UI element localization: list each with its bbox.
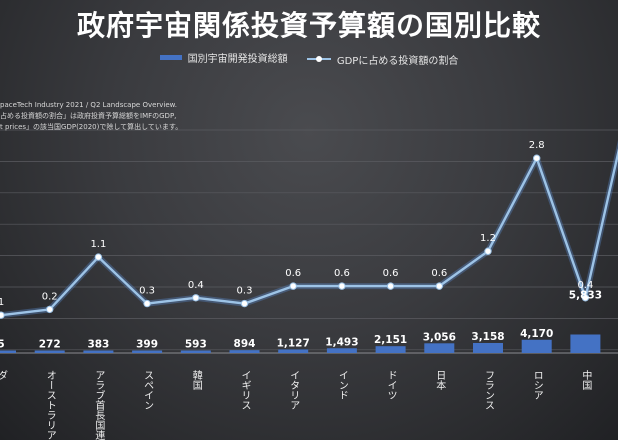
- line-value-label: 0.3: [237, 286, 253, 297]
- line-point: [581, 294, 590, 302]
- legend-bar-swatch: [159, 55, 182, 60]
- line-value-label: 0.6: [383, 268, 399, 279]
- bar: [570, 334, 601, 353]
- legend-line-label: GDPに占める投資額の割合: [336, 55, 459, 67]
- series-line: [0, 148, 618, 317]
- source-note-line: 占める投資額の割合」は政府投資予算総額をIMFのGDP,: [0, 112, 177, 120]
- source-notes: paceTech Industry 2021 / Q2 Landscape Ov…: [0, 100, 182, 133]
- legend-item-bars: 国別宇宙開発投資総額: [159, 50, 288, 65]
- bar-value-label: 383: [87, 339, 109, 351]
- line-point: [484, 247, 492, 255]
- category-label: 韓国: [190, 370, 202, 391]
- line-value-label: 0.4: [577, 280, 593, 291]
- category-label: オーストラリア: [44, 370, 55, 440]
- legend-item-line: GDPに占める投資額の割合: [306, 52, 459, 67]
- source-note-line: t prices」の該当国GDP(2020)で除して算出しています。: [0, 123, 183, 131]
- bar: [375, 346, 406, 353]
- bar-value-label: 5,833: [569, 290, 602, 302]
- line-value-label: 0.6: [285, 268, 301, 279]
- legend-line-swatch: [306, 56, 331, 62]
- line-value-label: 2.8: [529, 140, 545, 151]
- bar: [473, 342, 503, 353]
- line-point: [46, 305, 54, 314]
- bar-value-label: 4,170: [520, 328, 553, 340]
- line-point: [240, 299, 249, 308]
- category-label: イタリア: [288, 370, 300, 410]
- bar: [326, 348, 357, 353]
- bar-value-label: 593: [185, 339, 207, 351]
- category-label: 日本: [434, 370, 446, 391]
- bar: [83, 350, 114, 353]
- line-point: [289, 282, 297, 290]
- bar: [0, 350, 16, 353]
- category-label: 中国: [580, 369, 592, 391]
- legend-bar-label: 国別宇宙開発投資総額: [187, 54, 288, 65]
- bar-value-label: 2,151: [374, 334, 407, 346]
- line-value-label: 0.3: [139, 286, 155, 297]
- line-value-label: 0.2: [42, 291, 58, 302]
- chart-title: 政府宇宙関係投資予算額の国別比較: [76, 9, 541, 42]
- bar: [521, 339, 552, 353]
- line-value-label: 1.1: [90, 239, 106, 250]
- line-point: [0, 311, 5, 319]
- bar-value-label: 1,493: [325, 336, 358, 348]
- category-label: ドイツ: [385, 370, 397, 400]
- bar: [34, 350, 65, 353]
- line-point: [94, 253, 103, 261]
- line-value-label: 0.6: [334, 268, 350, 279]
- bar: [229, 350, 260, 353]
- line-value-label: 0.4: [188, 280, 204, 291]
- bar: [132, 350, 163, 353]
- bar-value-label: 272: [39, 339, 61, 351]
- bar: [180, 350, 211, 353]
- line-point: [143, 299, 151, 308]
- line-point: [192, 294, 200, 302]
- category-label: インド: [336, 370, 348, 400]
- category-label: フランス: [483, 370, 494, 410]
- bar-value-label: 3,056: [423, 331, 456, 343]
- legend: 国別宇宙開発投資総額 GDPに占める投資額の割合: [0, 50, 618, 67]
- bar-value-label: 3,158: [471, 331, 504, 343]
- bar: [278, 349, 309, 353]
- line-value-label: 1: [0, 297, 4, 308]
- line-point: [533, 154, 541, 162]
- bar-value-label: 894: [234, 338, 256, 350]
- line-value-label: 0.6: [431, 268, 447, 279]
- category-label: アラブ首長国連邦: [93, 370, 105, 440]
- line-point: [386, 282, 395, 290]
- line-point: [338, 282, 346, 290]
- line-value-label: 1.2: [480, 233, 496, 244]
- category-label: ロシア: [531, 370, 542, 400]
- line-point: [435, 282, 443, 290]
- bar-value-label: 1,127: [277, 337, 310, 349]
- bar: [424, 343, 455, 353]
- source-note-line: paceTech Industry 2021 / Q2 Landscape Ov…: [0, 101, 177, 109]
- category-label: イギリス: [239, 370, 251, 410]
- category-label: ダ: [0, 370, 8, 380]
- category-label: スペイン: [142, 370, 154, 410]
- bar-value-label: 399: [136, 339, 158, 351]
- bar-value-label: 5: [0, 339, 5, 351]
